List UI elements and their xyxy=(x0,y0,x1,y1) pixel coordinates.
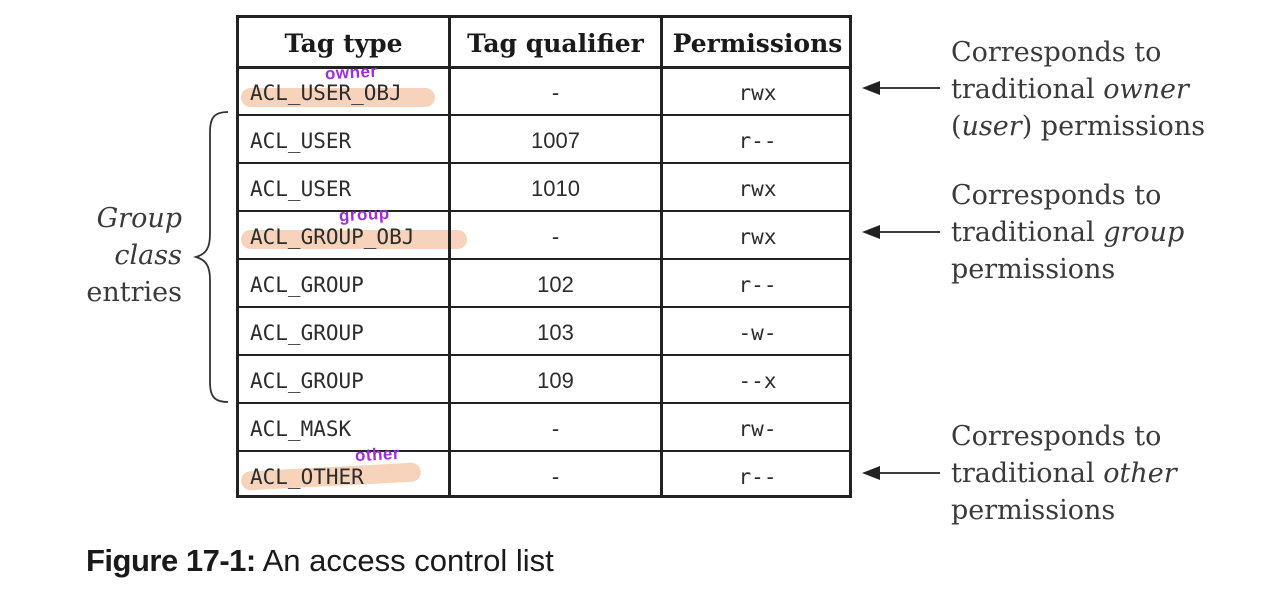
group-class-label: Group class entries xyxy=(60,200,182,311)
note-other: Corresponds to traditional other permiss… xyxy=(951,418,1251,529)
table-row: ACL_GROUP 102 r-- xyxy=(239,261,849,309)
arrow-left-icon xyxy=(862,466,940,480)
note-group: Corresponds to traditional group permiss… xyxy=(951,177,1251,288)
table-row: ACL_USER 1010 rwx xyxy=(239,165,849,213)
note-owner-line3-post: ) permissions xyxy=(1021,111,1206,142)
note-other-line1: Corresponds to xyxy=(951,421,1162,452)
cell-permissions: r-- xyxy=(738,465,777,489)
cell-tag: ACL_USER xyxy=(250,129,352,153)
note-group-line1: Corresponds to xyxy=(951,180,1162,211)
cell-permissions: -w- xyxy=(738,321,777,345)
caption-text: An access control list xyxy=(255,543,554,578)
note-group-line2-pre: traditional xyxy=(951,217,1104,248)
note-owner: Corresponds to traditional owner (user) … xyxy=(951,34,1251,145)
table-row: owner ACL_USER_OBJ - rwx xyxy=(239,62,849,117)
cell-tag: ACL_OTHER xyxy=(250,465,364,489)
header-divider xyxy=(239,66,849,69)
row-divider xyxy=(239,306,849,308)
arrow-left-icon xyxy=(862,81,940,95)
note-other-line3: permissions xyxy=(951,495,1116,526)
cell-tag: ACL_USER xyxy=(250,177,352,201)
table-row: ACL_GROUP 103 -w- xyxy=(239,309,849,357)
row-divider xyxy=(239,402,849,404)
cell-permissions: r-- xyxy=(738,273,777,297)
arrow-left-icon xyxy=(862,225,940,239)
cell-qualifier: 1010 xyxy=(531,176,580,201)
row-divider xyxy=(239,450,849,452)
cell-qualifier: 102 xyxy=(537,272,574,297)
note-group-line2-em: group xyxy=(1103,217,1185,248)
cell-qualifier: - xyxy=(551,416,560,441)
table-row: ACL_USER 1007 r-- xyxy=(239,117,849,165)
curly-brace xyxy=(192,111,229,403)
header-permissions: Permissions xyxy=(672,28,843,58)
column-divider xyxy=(660,18,663,495)
header-tag-type: Tag type xyxy=(284,28,403,58)
cell-permissions: --x xyxy=(738,369,777,393)
note-other-line2-em: other xyxy=(1103,458,1177,489)
table-row: group ACL_GROUP_OBJ - rwx xyxy=(239,204,849,261)
cell-qualifier: - xyxy=(551,464,560,489)
table-header-row: Tag type Tag qualifier Permissions xyxy=(239,18,849,68)
cell-permissions: rwx xyxy=(738,177,777,201)
header-tag-qualifier: Tag qualifier xyxy=(467,28,644,58)
column-divider xyxy=(448,18,451,495)
cell-qualifier: - xyxy=(551,224,560,249)
note-owner-line3-pre: ( xyxy=(951,111,962,142)
table-row: ACL_MASK - rw- xyxy=(239,405,849,453)
cell-tag: ACL_GROUP xyxy=(250,321,364,345)
note-owner-line3-em: user xyxy=(961,111,1022,142)
brace-label-line1: Group xyxy=(96,203,182,234)
note-owner-line1: Corresponds to xyxy=(951,37,1162,68)
note-group-line3: permissions xyxy=(951,254,1116,285)
cell-tag: ACL_MASK xyxy=(250,417,352,441)
cell-tag: ACL_USER_OBJ xyxy=(250,81,402,105)
cell-permissions: r-- xyxy=(738,129,777,153)
brace-label-line2: class xyxy=(114,240,182,271)
cell-qualifier: - xyxy=(551,80,560,105)
row-divider xyxy=(239,162,849,164)
row-divider xyxy=(239,114,849,116)
row-divider xyxy=(239,354,849,356)
note-owner-line2-em: owner xyxy=(1103,74,1189,105)
cell-tag: ACL_GROUP_OBJ xyxy=(250,225,415,249)
caption-label: Figure 17-1: xyxy=(86,543,256,578)
cell-qualifier: 109 xyxy=(537,368,574,393)
cell-tag: ACL_GROUP xyxy=(250,369,364,393)
cell-qualifier: 1007 xyxy=(531,128,580,153)
cell-permissions: rwx xyxy=(738,225,777,249)
table-row: other ACL_OTHER - r-- xyxy=(239,444,849,501)
acl-table: Tag type Tag qualifier Permissions owner… xyxy=(236,15,852,498)
row-divider xyxy=(239,210,849,212)
table-row: ACL_GROUP 109 --x xyxy=(239,357,849,405)
brace-label-line3: entries xyxy=(86,277,182,308)
cell-qualifier: 103 xyxy=(537,320,574,345)
cell-tag: ACL_GROUP xyxy=(250,273,364,297)
row-divider xyxy=(239,258,849,260)
cell-permissions: rwx xyxy=(738,81,777,105)
figure-caption: Figure 17-1: An access control list xyxy=(86,543,554,579)
note-other-line2-pre: traditional xyxy=(951,458,1104,489)
highlight-mark xyxy=(241,230,467,249)
note-owner-line2-pre: traditional xyxy=(951,74,1104,105)
cell-permissions: rw- xyxy=(738,417,777,441)
highlight-mark xyxy=(241,88,435,107)
